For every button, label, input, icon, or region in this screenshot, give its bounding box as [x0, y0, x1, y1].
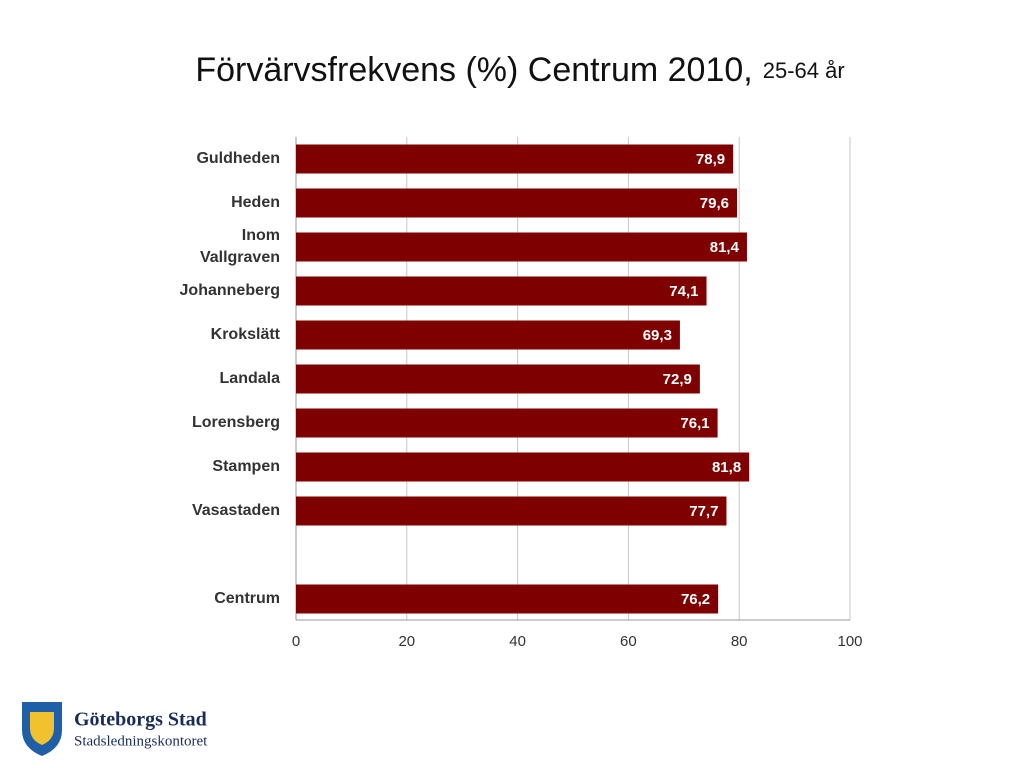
bar [296, 320, 680, 350]
bar [296, 276, 707, 306]
value-label: 76,2 [681, 591, 710, 608]
x-tick-label: 40 [509, 633, 526, 650]
value-label: 72,9 [663, 371, 692, 388]
y-tick-label: Heden [231, 194, 280, 211]
value-label: 77,7 [689, 503, 718, 520]
x-tick-label: 100 [837, 633, 862, 650]
bar [296, 144, 734, 174]
bar [296, 232, 747, 262]
value-label: 69,3 [643, 327, 672, 344]
y-tick-label: Krokslätt [210, 326, 280, 343]
bar [296, 364, 700, 394]
x-tick-label: 80 [731, 633, 748, 650]
y-tick-label: Vasastaden [191, 502, 280, 519]
bar [296, 408, 718, 438]
bar [296, 584, 719, 614]
value-label: 81,4 [710, 239, 740, 256]
logo-icon [22, 702, 62, 756]
bar [296, 496, 727, 526]
y-tick-label: Landala [219, 370, 280, 387]
title: Förvärvsfrekvens (%) Centrum 2010, [195, 51, 752, 89]
x-tick-label: 60 [620, 633, 637, 650]
value-label: 78,9 [696, 151, 725, 168]
subtitle: 25-64 år [763, 58, 845, 83]
y-tick-label: Johanneberg [179, 282, 280, 299]
y-tick-label: Inom Vallgraven [199, 227, 280, 266]
chart-title: Förvärvsfrekvens (%) Centrum 2010, 25-64 … [195, 51, 844, 89]
value-label: 74,1 [669, 283, 698, 300]
value-label: 76,1 [680, 415, 709, 432]
bar [296, 188, 737, 218]
bar [296, 452, 750, 482]
value-label: 81,8 [712, 459, 741, 476]
value-label: 79,6 [700, 195, 729, 212]
y-tick-label: Stampen [212, 458, 280, 475]
y-tick-label: Centrum [214, 590, 280, 607]
x-tick-label: 0 [292, 633, 300, 650]
y-tick-label: Guldheden [196, 150, 280, 167]
logo-name: Göteborgs Stad [74, 709, 207, 731]
logo-unit: Stadsledningskontoret [74, 733, 208, 749]
x-tick-label: 20 [398, 633, 415, 650]
y-tick-label: Lorensberg [191, 414, 280, 431]
